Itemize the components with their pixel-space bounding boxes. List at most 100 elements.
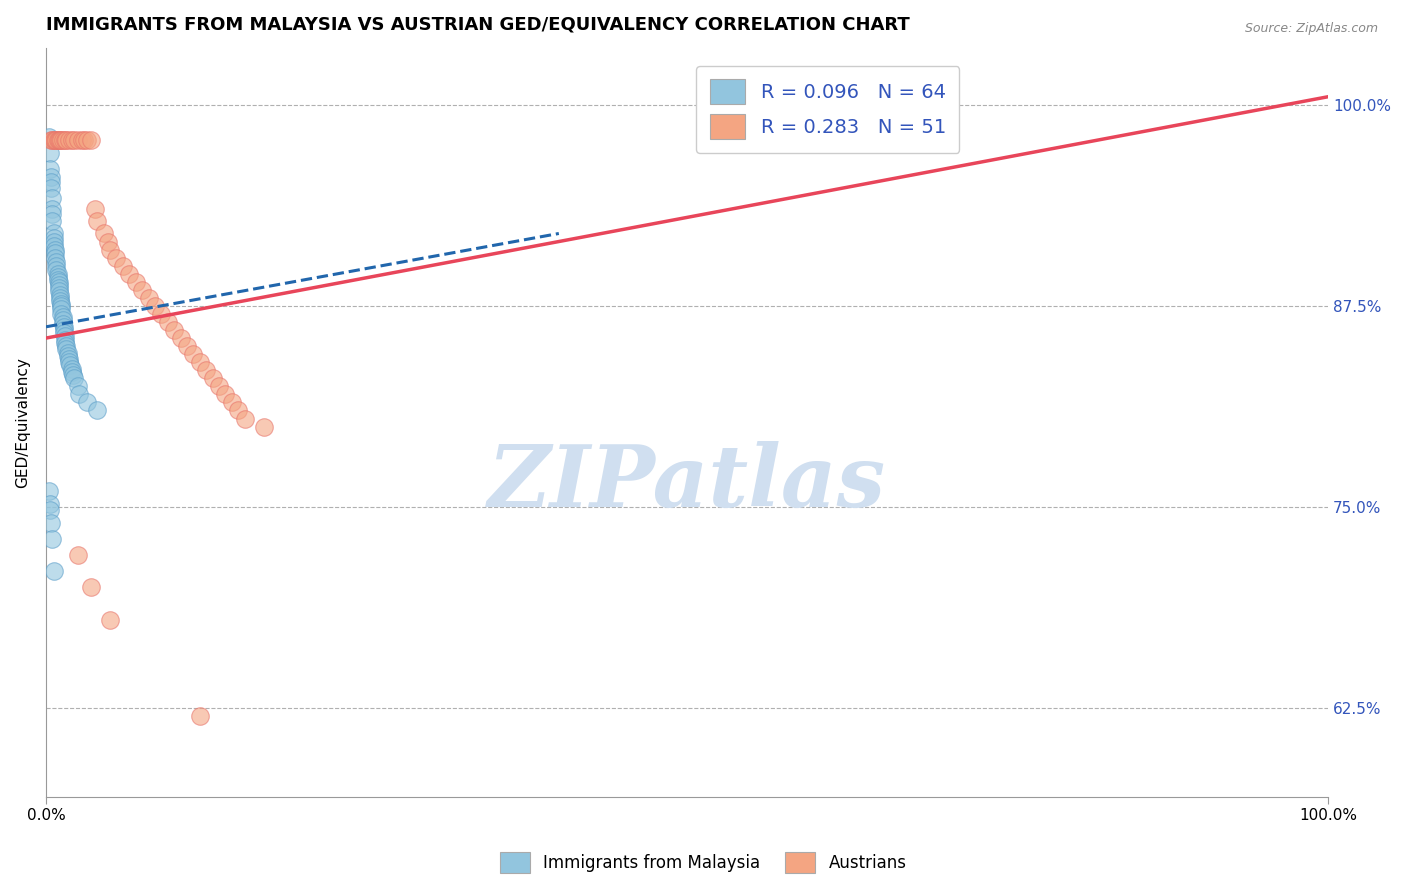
Point: [70, 133, 93, 147]
Point: [226, 403, 249, 417]
Point: [38, 497, 60, 511]
Point: [93, 227, 115, 241]
Point: [46, 267, 69, 281]
Point: [53, 329, 76, 343]
Point: [63, 371, 86, 385]
Point: [125, 275, 148, 289]
Point: [48, 285, 70, 299]
Point: [63, 133, 86, 147]
Point: [169, 331, 191, 345]
Point: [76, 133, 98, 147]
Point: [118, 267, 141, 281]
Point: [44, 251, 66, 265]
Point: [55, 339, 77, 353]
Point: [183, 347, 205, 361]
Point: [38, 130, 60, 145]
Point: [56, 345, 79, 359]
Point: [39, 175, 62, 189]
Point: [41, 213, 63, 227]
Text: IMMIGRANTS FROM MALAYSIA VS AUSTRIAN GED/EQUIVALENCY CORRELATION CHART: IMMIGRANTS FROM MALAYSIA VS AUSTRIAN GED…: [46, 15, 910, 33]
Point: [49, 291, 72, 305]
Point: [38, 483, 60, 498]
Point: [58, 351, 80, 366]
Point: [143, 299, 166, 313]
Point: [86, 213, 108, 227]
Point: [38, 503, 60, 517]
Point: [46, 273, 69, 287]
Point: [48, 275, 70, 289]
Point: [38, 146, 60, 161]
Point: [52, 133, 75, 147]
Point: [138, 291, 160, 305]
Point: [53, 335, 76, 350]
Point: [156, 315, 179, 329]
Point: [66, 549, 89, 563]
Point: [52, 317, 75, 331]
Legend: R = 0.096   N = 64, R = 0.283   N = 51: R = 0.096 N = 64, R = 0.283 N = 51: [696, 66, 959, 153]
Point: [201, 371, 224, 385]
Point: [233, 411, 256, 425]
Point: [52, 310, 75, 325]
Point: [48, 281, 70, 295]
Point: [111, 259, 134, 273]
Point: [150, 307, 173, 321]
Point: [98, 613, 121, 627]
Text: Source: ZipAtlas.com: Source: ZipAtlas.com: [1244, 22, 1378, 36]
Point: [188, 709, 211, 723]
Y-axis label: GED/Equivalency: GED/Equivalency: [15, 357, 30, 488]
Point: [51, 297, 73, 311]
Point: [39, 170, 62, 185]
Point: [42, 235, 65, 249]
Point: [45, 259, 67, 273]
Point: [52, 319, 75, 334]
Point: [52, 323, 75, 337]
Point: [45, 255, 67, 269]
Point: [58, 133, 80, 147]
Point: [67, 387, 90, 401]
Point: [49, 294, 72, 309]
Point: [38, 162, 60, 177]
Point: [41, 207, 63, 221]
Legend: Immigrants from Malaysia, Austrians: Immigrants from Malaysia, Austrians: [494, 846, 912, 880]
Point: [48, 277, 70, 292]
Point: [44, 243, 66, 257]
Point: [96, 235, 118, 249]
Point: [60, 361, 83, 376]
Point: [39, 133, 62, 147]
Point: [76, 395, 98, 409]
Point: [49, 287, 72, 301]
Point: [176, 339, 198, 353]
Point: [41, 202, 63, 217]
Point: [42, 239, 65, 253]
Point: [163, 323, 186, 337]
Point: [83, 202, 105, 217]
Point: [195, 363, 218, 377]
Point: [80, 133, 103, 147]
Point: [56, 349, 79, 363]
Point: [41, 133, 63, 147]
Point: [53, 333, 76, 347]
Text: ZIPatlas: ZIPatlas: [488, 441, 886, 524]
Point: [59, 359, 82, 373]
Point: [39, 516, 62, 530]
Point: [221, 395, 243, 409]
Point: [60, 365, 83, 379]
Point: [44, 133, 66, 147]
Point: [45, 263, 67, 277]
Point: [39, 181, 62, 195]
Point: [73, 133, 96, 147]
Point: [253, 419, 276, 434]
Point: [42, 133, 65, 147]
Point: [80, 581, 103, 595]
Point: [66, 133, 89, 147]
Point: [51, 299, 73, 313]
Point: [188, 355, 211, 369]
Point: [214, 387, 236, 401]
Point: [51, 302, 73, 317]
Point: [52, 326, 75, 341]
Point: [41, 533, 63, 547]
Point: [55, 133, 77, 147]
Point: [41, 191, 63, 205]
Point: [98, 243, 121, 257]
Point: [58, 355, 80, 369]
